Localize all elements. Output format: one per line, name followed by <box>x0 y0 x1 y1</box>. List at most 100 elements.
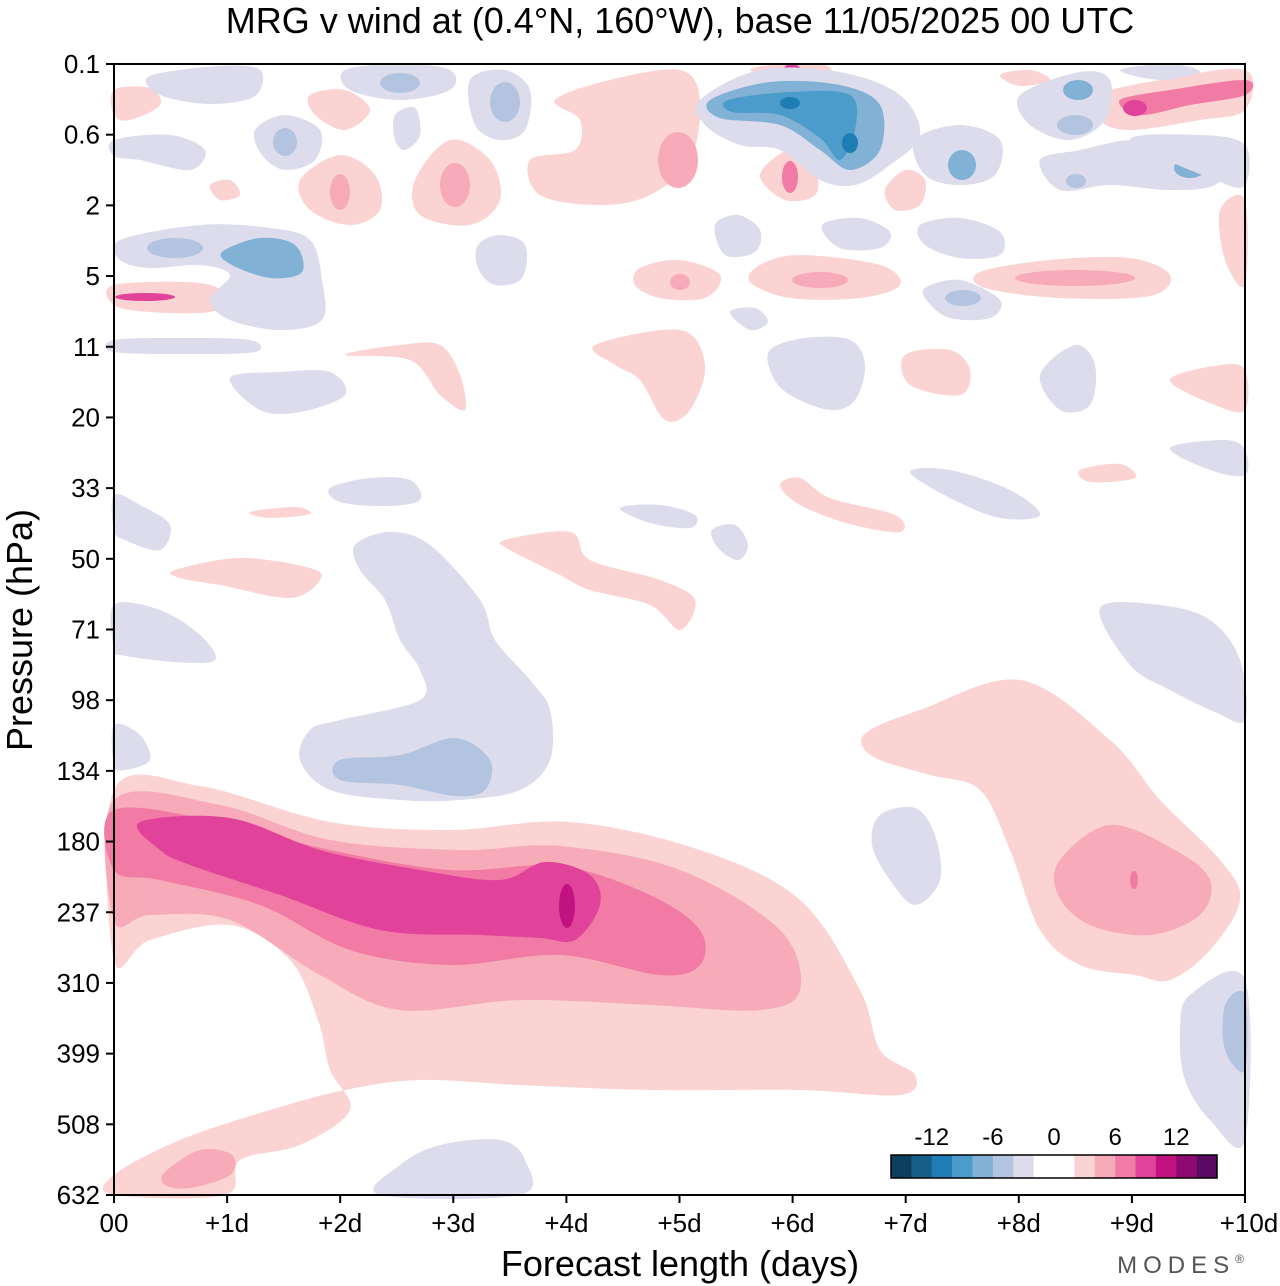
colorbar-label: -12 <box>914 1124 949 1151</box>
neg-contour-20b <box>1169 439 1249 477</box>
neg-contour-5f <box>821 217 892 251</box>
pos-contour-up-16 <box>1218 194 1248 288</box>
colorbar-label: -6 <box>982 1124 1003 1151</box>
pos-contour-lowleft <box>161 1149 236 1189</box>
y-tick-label: 20 <box>71 402 100 432</box>
colorbar-swatch <box>972 1155 994 1178</box>
brand-mark: ® <box>1235 1252 1250 1266</box>
x-tick-label: +8d <box>997 1208 1041 1238</box>
neg-contour-bottom <box>373 1139 534 1200</box>
x-tick-label: +1d <box>205 1208 249 1238</box>
neg-contour-5g <box>917 217 1006 259</box>
neg-contour-up-d2 <box>273 128 297 156</box>
pos-contour-up-1b <box>115 293 175 301</box>
colorbar-swatch <box>992 1155 1014 1178</box>
neg-contour-5e <box>714 214 762 258</box>
colorbar: -12 -6 0 6 12 <box>890 1124 1218 1179</box>
x-tick-label: +7d <box>884 1208 928 1238</box>
pos-contour-up-12 <box>307 89 370 131</box>
neg-contour-lowmid-4 <box>111 723 151 771</box>
pos-contour-up-4b <box>1015 270 1135 286</box>
neg-contour-up-b2 <box>380 73 420 93</box>
neg-contour-lowmid-3 <box>110 602 216 663</box>
colorbar-label: 12 <box>1163 1124 1190 1151</box>
pos-contour-day9-core <box>1130 871 1138 889</box>
colorbar-swatch <box>1176 1155 1197 1178</box>
pos-contour-up-8b <box>782 161 798 193</box>
x-tick-label: +5d <box>657 1208 701 1238</box>
contour-field <box>102 63 1254 1200</box>
pos-contour-up-15 <box>209 179 241 201</box>
y-tick-label: 98 <box>71 685 100 715</box>
neg-contour-up-k <box>1119 63 1201 81</box>
colorbar-swatch <box>1155 1155 1177 1178</box>
neg-contour-up-a <box>145 65 264 105</box>
neg-contour-up-c2 <box>490 82 520 122</box>
pos-contour-mid-4 <box>249 506 312 519</box>
x-tick-label: +4d <box>544 1208 588 1238</box>
colorbar-swatch <box>911 1155 933 1178</box>
pos-contour-up-7 <box>527 69 701 205</box>
neg-contour-5d <box>475 235 527 286</box>
y-tick-label: 33 <box>71 473 100 503</box>
pos-contour-11b <box>592 329 706 422</box>
neg-contour-up-j3 <box>1066 174 1086 188</box>
colorbar-swatch <box>1054 1155 1075 1178</box>
pos-contour-up-7b <box>658 132 698 188</box>
y-axis: 0.1 0.6 2 5 11 20 33 50 71 98 134 180 237 310 399 508 63… <box>57 49 114 1210</box>
y-tick-label: 71 <box>71 615 100 645</box>
neg-contour-up-f <box>108 134 206 171</box>
colorbar-swatch <box>1094 1155 1116 1178</box>
neg-contour-11b <box>1039 344 1097 413</box>
neg-contour-up-i3 <box>1057 115 1093 135</box>
neg-contour-5c <box>147 238 203 258</box>
y-tick-label: 508 <box>57 1109 100 1139</box>
neg-contour-33b <box>910 468 1041 520</box>
neg-contour-right-1 <box>1099 601 1247 724</box>
y-tick-label: 0.1 <box>64 49 100 79</box>
colorbar-swatch <box>891 1155 912 1178</box>
y-tick-label: 399 <box>57 1039 100 1069</box>
pos-contour-up-5b <box>330 174 350 210</box>
pos-contour-jet-4 <box>136 815 601 943</box>
colorbar-label: 0 <box>1047 1124 1060 1151</box>
colorbar-swatch <box>952 1155 973 1178</box>
pos-contour-up-9 <box>884 169 926 211</box>
x-tick-label: +9d <box>1110 1208 1154 1238</box>
pos-contour-mid-1 <box>499 531 696 631</box>
y-tick-label: 134 <box>57 756 100 786</box>
neg-contour-up-i2 <box>1063 80 1093 100</box>
pos-contour-11c <box>901 348 971 396</box>
x-tick-label: +10d <box>1220 1208 1279 1238</box>
colorbar-swatch <box>1074 1155 1096 1178</box>
neg-contour-11c <box>105 337 262 355</box>
pos-contour-up-10b <box>1118 79 1254 116</box>
neg-contour-5i <box>945 290 981 306</box>
x-tick-label: +3d <box>431 1208 475 1238</box>
neg-contour-33d <box>619 504 698 529</box>
pos-contour-up-13 <box>110 86 161 121</box>
pos-contour-up-3b <box>792 272 848 288</box>
brand-logo: MODES® <box>1117 1252 1250 1279</box>
colorbar-swatch <box>1135 1155 1157 1178</box>
neg-contour-up-g4 <box>780 97 800 109</box>
y-tick-label: 632 <box>57 1180 100 1210</box>
pos-contour-up-2b <box>670 274 690 290</box>
colorbar-swatch <box>1013 1155 1034 1178</box>
brand-text: MODES <box>1117 1252 1235 1279</box>
neg-contour-33e <box>711 524 749 561</box>
neg-contour-lowmid-2 <box>332 737 493 797</box>
neg-contour-right-top <box>1129 134 1250 188</box>
pos-contour-up-10c <box>1123 100 1147 116</box>
neg-contour-33c <box>111 493 171 551</box>
pos-contour-jet-core <box>559 884 575 928</box>
pos-contour-mid-5 <box>1078 463 1137 483</box>
neg-contour-33a <box>328 477 422 507</box>
pos-contour-up-14 <box>999 69 1051 87</box>
x-axis: 00 +1d +2d +3d +4d +5d +6d +7d +8d +9d +10d <box>100 1195 1279 1238</box>
pos-contour-11a <box>344 342 467 411</box>
pos-contour-mid-3 <box>780 477 905 533</box>
y-tick-label: 237 <box>57 897 100 927</box>
neg-contour-11a <box>767 336 866 411</box>
